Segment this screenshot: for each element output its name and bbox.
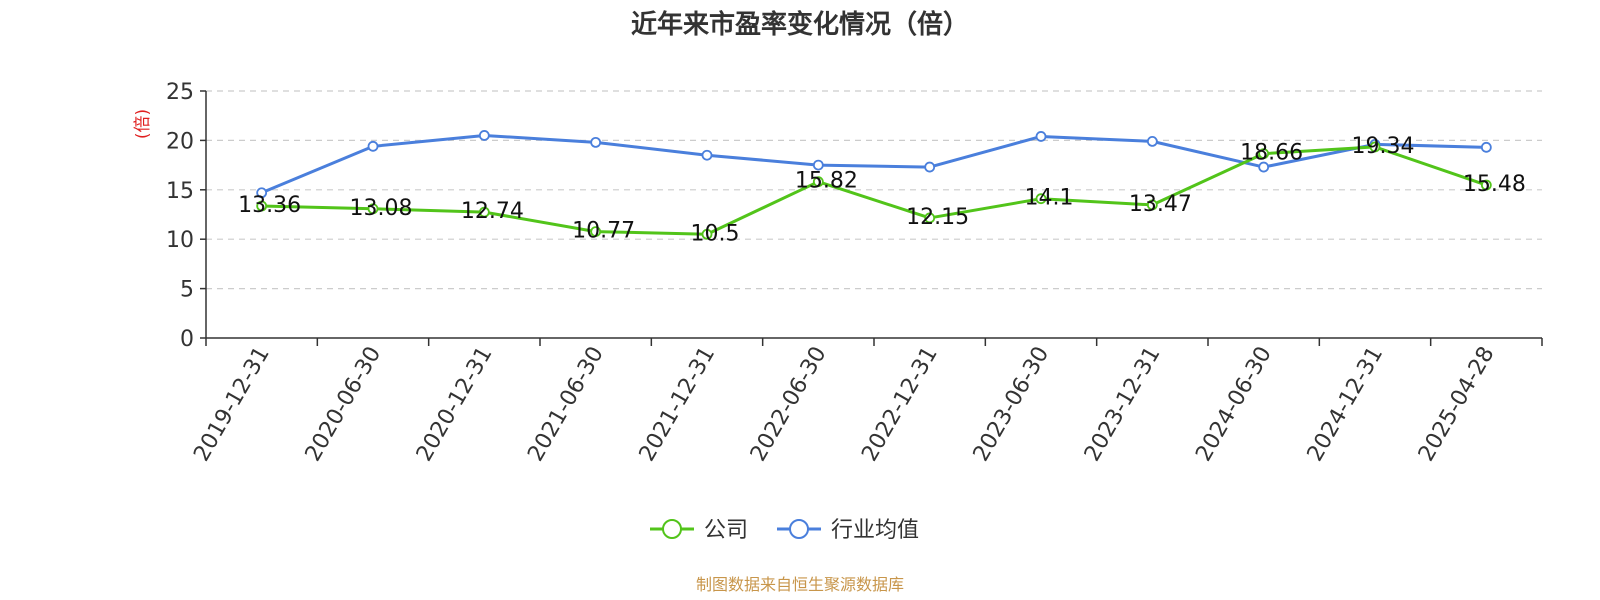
source-note: 制图数据来自恒生聚源数据库 [696, 575, 904, 594]
y-axis-unit-label: (倍) [133, 109, 153, 139]
legend-label: 公司 [704, 518, 748, 543]
data-point-industry [1258, 161, 1270, 173]
series-line-company [261, 145, 1487, 236]
data-point-company [256, 200, 268, 212]
data-label-company: 13.36 [238, 193, 301, 218]
data-point-company [1258, 148, 1270, 160]
data-point-company [478, 206, 490, 218]
x-tick-label: 2019-12-31 [189, 343, 275, 466]
grid-lines [206, 90, 1542, 290]
data-label-company: 10.5 [691, 221, 740, 246]
y-tick-label: 25 [166, 80, 194, 105]
data-label-company: 14.1 [1025, 186, 1074, 211]
x-tick-label: 2025-04-28 [1414, 343, 1500, 466]
y-tick-label: 0 [180, 327, 194, 352]
legend-marker [662, 519, 682, 539]
data-point-industry [590, 136, 602, 148]
data-point-company [1035, 193, 1047, 205]
data-point-industry [1146, 135, 1158, 147]
legend[interactable]: 公司 行业均值 [650, 518, 919, 543]
y-tick-label: 5 [180, 278, 194, 303]
x-tick-label: 2021-06-30 [523, 343, 609, 466]
data-label-company: 19.34 [1352, 134, 1415, 159]
x-tick-label: 2022-12-31 [857, 343, 943, 466]
data-point-industry [701, 149, 713, 161]
data-point-company [1146, 199, 1158, 211]
y-tick-label: 15 [166, 179, 194, 204]
data-point-company [367, 203, 379, 215]
data-label-company: 15.82 [795, 169, 858, 194]
data-point-company [1480, 179, 1492, 191]
data-label-company: 10.77 [572, 219, 635, 244]
chart-title: 近年来市盈率变化情况（倍） [631, 9, 969, 40]
data-point-company [590, 226, 602, 237]
legend-item-company[interactable]: 公司 [650, 518, 748, 543]
y-tick-label: 10 [166, 228, 194, 253]
data-point-company [701, 228, 713, 240]
x-tick-label: 2023-06-30 [969, 343, 1055, 466]
data-point-company [924, 212, 936, 224]
data-point-industry [1035, 131, 1047, 142]
legend-marker [789, 519, 809, 539]
x-tick-label: 2020-06-30 [301, 343, 387, 466]
data-label-company: 13.47 [1129, 192, 1192, 217]
legend-label: 行业均值 [831, 518, 919, 543]
series-line-industry [261, 133, 1487, 195]
x-tick-label: 2022-06-30 [746, 343, 832, 466]
series-lines [256, 130, 1492, 240]
data-point-industry [1480, 141, 1492, 153]
x-tick-label: 2020-12-31 [412, 343, 498, 466]
data-label-company: 12.15 [906, 205, 969, 230]
data-label-company: 12.74 [461, 199, 524, 224]
data-label-company: 18.66 [1240, 141, 1303, 166]
x-tick-label: 2021-12-31 [635, 343, 721, 466]
x-tick-label: 2024-12-31 [1303, 343, 1389, 466]
data-point-industry [367, 140, 379, 152]
data-point-industry [478, 130, 490, 141]
legend-item-industry[interactable]: 行业均值 [777, 518, 919, 543]
data-point-industry [924, 161, 936, 173]
x-tick-label: 2024-06-30 [1191, 343, 1277, 466]
data-label-company: 15.48 [1463, 172, 1526, 197]
data-point-company [812, 176, 824, 188]
axes: 0 5 10 15 20 25 2019-12-31 2020-06-30 2020-12-31… [166, 80, 1543, 466]
data-point-company [1369, 141, 1381, 153]
x-tick-label: 2023-12-31 [1080, 343, 1166, 466]
data-labels: 13.36 13.08 12.74 10.77 10.5 15.82 12.15 14.1 13… [238, 134, 1526, 246]
data-point-industry [812, 159, 824, 171]
data-label-company: 13.08 [350, 196, 413, 221]
data-point-industry [256, 187, 268, 199]
y-tick-label: 20 [166, 129, 194, 154]
